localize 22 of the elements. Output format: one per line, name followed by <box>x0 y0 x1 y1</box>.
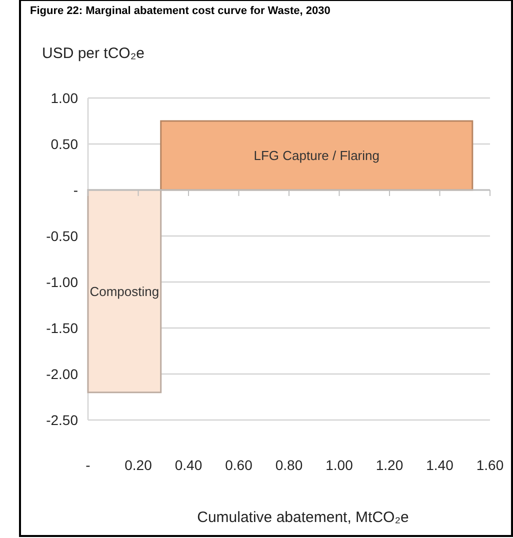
y-tick-label: 0.50 <box>50 136 78 152</box>
annotation: LFG Capture / Flaring <box>254 148 380 164</box>
x-axis-title: Cumulative abatement, MtCO₂e <box>197 509 409 526</box>
x-tick-label: 0.40 <box>174 457 202 473</box>
x-tick-label: 1.00 <box>326 457 354 473</box>
y-tick-label: 1.00 <box>50 90 78 106</box>
x-tick-label: 0.60 <box>225 457 253 473</box>
y-axis-title: USD per tCO₂e <box>42 45 145 62</box>
x-tick-label: 1.60 <box>476 457 504 473</box>
x-tick-label: 1.40 <box>426 457 454 473</box>
x-tick-label: 0.20 <box>124 457 152 473</box>
y-tick-label: -1.00 <box>46 274 78 290</box>
y-tick-label: -2.00 <box>46 366 78 382</box>
x-tick-label: 1.20 <box>376 457 404 473</box>
y-tick-label: - <box>73 182 78 198</box>
y-tick-label: -2.50 <box>46 412 78 428</box>
y-tick-label: -0.50 <box>46 228 78 244</box>
chart-title: Figure 22: Marginal abatement cost curve for Waste, 2030 <box>30 5 330 17</box>
x-tick-label: 0.80 <box>275 457 303 473</box>
y-tick-label: -1.50 <box>46 320 78 336</box>
x-tick-label: - <box>86 457 91 473</box>
annotation: Composting <box>90 284 160 299</box>
